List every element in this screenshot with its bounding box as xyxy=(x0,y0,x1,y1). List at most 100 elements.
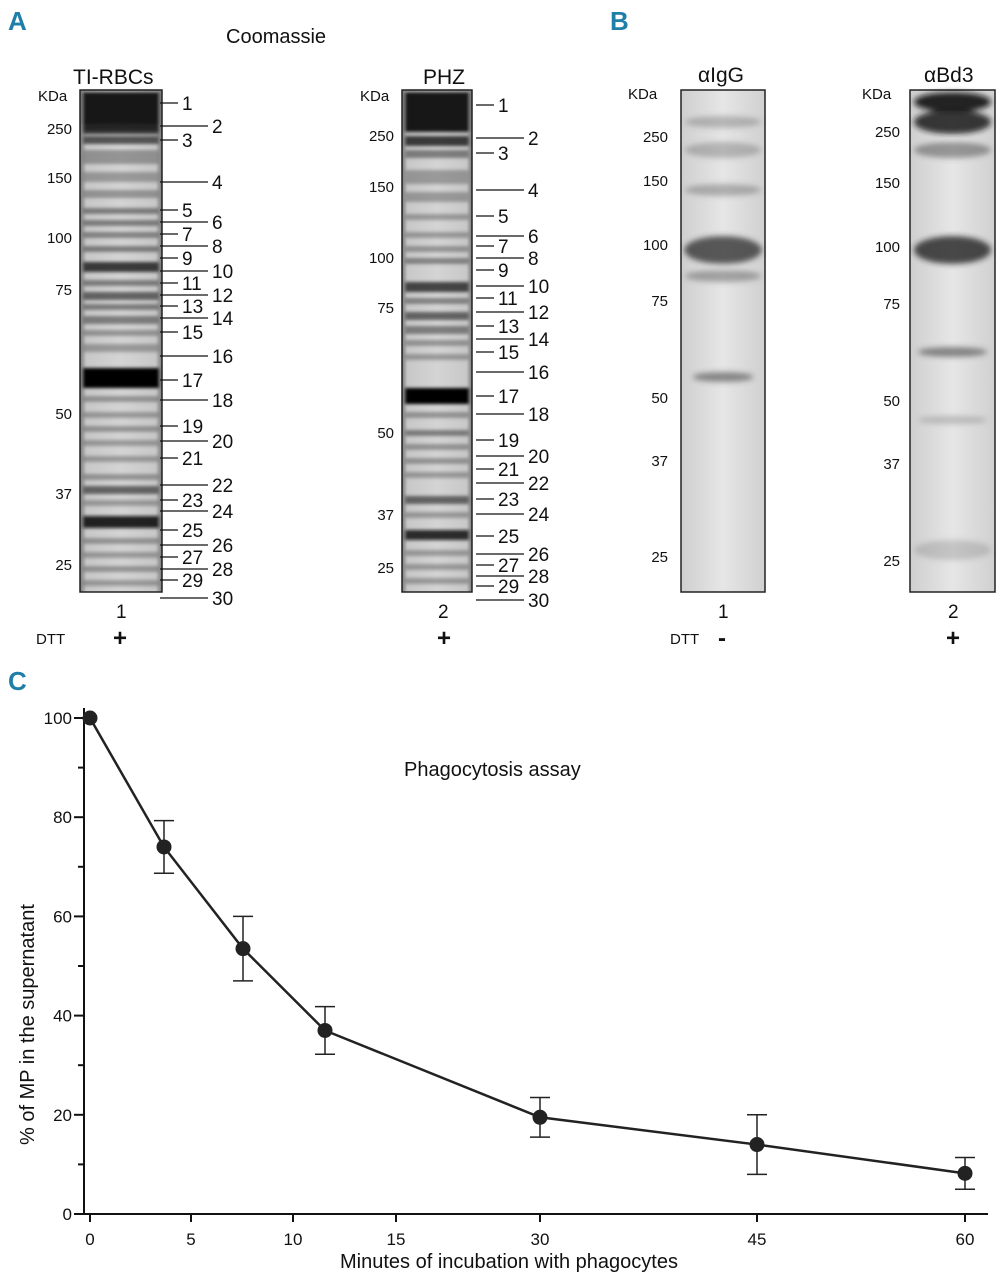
lane2-band-label-15: 15 xyxy=(498,343,519,364)
lane1-mw-75: 75 xyxy=(55,282,72,299)
lane2-gel-band xyxy=(405,150,469,158)
lane1-gel-band xyxy=(83,368,159,388)
lane2-band-label-4: 4 xyxy=(528,181,539,202)
lane2-mw-75: 75 xyxy=(377,300,394,317)
lane1-band-label-28: 28 xyxy=(212,560,233,581)
lane2-mw-100: 100 xyxy=(369,250,394,267)
panel-b-letter: B xyxy=(610,6,629,36)
lane1-band-label-25: 25 xyxy=(182,521,203,542)
lane2-gel-band xyxy=(405,412,469,418)
lane2-band-label-29: 29 xyxy=(498,577,519,598)
blot2-mw-100: 100 xyxy=(875,239,900,256)
x-tick-label-60: 60 xyxy=(956,1230,975,1249)
lane1-gel-band xyxy=(83,344,159,352)
y-axis-label: % of MP in the supernatant xyxy=(17,904,39,1145)
lane2-number: 2 xyxy=(438,602,449,623)
data-point-60 xyxy=(957,1165,973,1181)
blot2-blot-band xyxy=(914,142,991,158)
lane1-gel-band xyxy=(83,330,159,336)
data-point-45 xyxy=(749,1137,765,1153)
lane1-band-label-21: 21 xyxy=(182,449,203,470)
lane2-gel-band xyxy=(405,458,469,464)
x-tick-label-0: 0 xyxy=(85,1230,94,1249)
blot1-dtt: - xyxy=(718,625,726,652)
blot1-blot-band xyxy=(685,142,761,158)
blot1-blot-band xyxy=(685,116,761,128)
lane1-gel-band xyxy=(83,136,159,144)
lane2-band-label-26: 26 xyxy=(528,545,549,566)
lane2-band-label-7: 7 xyxy=(498,237,509,258)
lane1-gel-band xyxy=(83,552,159,558)
blot1-mw-250: 250 xyxy=(643,129,668,146)
blot2-title: αBd3 xyxy=(924,64,974,87)
lane1-band-label-24: 24 xyxy=(212,502,234,523)
lane2-mw-37: 37 xyxy=(377,507,394,524)
lane2-gel-band xyxy=(405,340,469,346)
lane1-gel-band xyxy=(83,426,159,432)
blot2-blot-band xyxy=(914,92,991,112)
x-tick-label-10: 10 xyxy=(284,1230,303,1249)
series-line xyxy=(88,717,966,1175)
lane1-band-label-27: 27 xyxy=(182,548,203,569)
blot1-blot-band xyxy=(684,236,762,264)
lane1-gel-band xyxy=(83,538,159,544)
y-tick-label-80: 80 xyxy=(53,808,72,827)
lane1-gel-band xyxy=(83,220,159,226)
lane1-mw-250: 250 xyxy=(47,121,72,138)
blot-lane-2 xyxy=(909,89,996,593)
blot1-blot-band xyxy=(685,270,761,282)
lane2-gel-band xyxy=(405,136,469,146)
lane1-band-label-17: 17 xyxy=(182,371,203,392)
lane2-gel-band xyxy=(405,512,469,518)
lane1-band-label-5: 5 xyxy=(182,201,193,222)
blot1-mw-25: 25 xyxy=(651,549,668,566)
lane1-band-label-13: 13 xyxy=(182,297,203,318)
lane1-gel-band xyxy=(83,150,159,164)
lane2-gel-band xyxy=(405,354,469,360)
lane1-band-label-12: 12 xyxy=(212,286,233,307)
lane1-gel-band xyxy=(83,292,159,300)
blot1-number: 1 xyxy=(718,602,729,623)
lane1-gel-band xyxy=(83,280,159,286)
lane2-gel-band xyxy=(405,282,469,292)
lane1-band-label-10: 10 xyxy=(212,262,233,283)
lane2-gel-band xyxy=(405,550,469,556)
lane1-gel-band xyxy=(83,440,159,446)
lane2-band-label-27: 27 xyxy=(498,556,519,577)
dtt-label-a: DTT xyxy=(36,631,65,648)
lane2-gel-band xyxy=(405,496,469,504)
lane2-gel-band xyxy=(405,298,469,304)
kda-label-a2: KDa xyxy=(360,88,390,105)
lane2-gel-band xyxy=(405,578,469,584)
x-tick-label-45: 45 xyxy=(748,1230,767,1249)
gel-lane-1 xyxy=(79,89,163,593)
lane2-band-label-12: 12 xyxy=(528,303,549,324)
lane2-gel-band xyxy=(405,472,469,478)
lane1-gel-band xyxy=(83,474,159,480)
lane1-band-label-18: 18 xyxy=(212,391,233,412)
x-tick-label-15: 15 xyxy=(387,1230,406,1249)
lane2-band-label-18: 18 xyxy=(528,405,549,426)
lane1-band-label-2: 2 xyxy=(212,117,223,138)
lane1-gel-band xyxy=(83,208,159,214)
dtt-label-b: DTT xyxy=(670,631,699,648)
lane1-band-label-11: 11 xyxy=(182,274,202,295)
lane1-band-label-14: 14 xyxy=(212,309,234,330)
lane1-band-label-29: 29 xyxy=(182,571,203,592)
lane1-gel-band xyxy=(83,412,159,418)
lane1-gel-band xyxy=(83,396,159,402)
lane2-band-label-20: 20 xyxy=(528,447,549,468)
lane2-band-label-24: 24 xyxy=(528,505,550,526)
lane1-gel-band xyxy=(83,124,159,134)
lane1-mw-100: 100 xyxy=(47,230,72,247)
blot2-mw-37: 37 xyxy=(883,456,900,473)
lane1-gel-band xyxy=(83,304,159,310)
panel-a-title: Coomassie xyxy=(226,26,326,48)
y-tick-label-0: 0 xyxy=(63,1205,72,1224)
lane2-band-label-13: 13 xyxy=(498,317,519,338)
lane2-band-label-28: 28 xyxy=(528,567,549,588)
blot-lane-1 xyxy=(680,89,766,593)
lane1-band-label-23: 23 xyxy=(182,491,203,512)
lane2-band-label-30: 30 xyxy=(528,591,549,612)
chart-title: Phagocytosis assay xyxy=(404,759,581,781)
